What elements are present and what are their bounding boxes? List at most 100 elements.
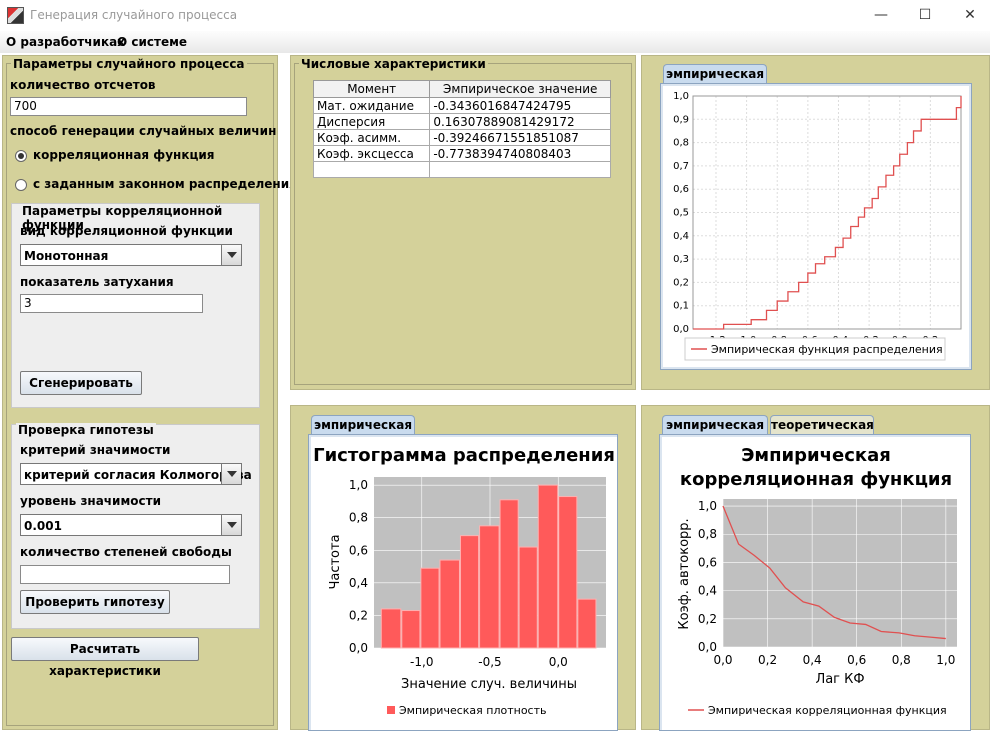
level-select[interactable]: 0.001 [20, 514, 242, 536]
y-tick-label: 0,4 [673, 231, 689, 242]
y-axis-label: Частота [328, 534, 343, 589]
y-tick-label: 0,6 [349, 543, 368, 557]
title-bar: Генерация случайного процесса — ☐ ✕ [0, 0, 990, 31]
table-cell [312, 161, 431, 178]
table-row[interactable]: Дисперсия 0.16307889081429172 [312, 113, 611, 130]
tab-empirical[interactable]: эмпирическая [311, 415, 415, 435]
corr-type-select[interactable]: Монотонная [20, 244, 242, 266]
menu-about[interactable]: О системе [117, 35, 188, 49]
table-cell: -0.3436016847424795 [429, 97, 611, 114]
chart-title: Эмпирическая [741, 445, 891, 466]
y-tick-label: 0,6 [698, 555, 717, 569]
y-tick-label: 1,0 [349, 478, 368, 492]
stats-table: Момент Эмпирическое значение Мат. ожидан… [312, 80, 611, 178]
table-row[interactable]: Мат. ожидание -0.3436016847424795 [312, 97, 611, 114]
table-cell: Мат. ожидание [312, 97, 431, 114]
histogram-panel: эмпирическая Гистограмма распределения 0,… [290, 405, 636, 731]
chevron-down-icon[interactable] [221, 245, 241, 265]
histogram-tab-body: Гистограмма распределения 0,0 0,2 0,4 0,6 0,8… [308, 434, 618, 731]
legend-label: Эмпирическая функция распределения [711, 343, 943, 356]
y-tick-label: 0,6 [673, 184, 689, 195]
y-tick-label: 0,4 [698, 584, 717, 598]
chevron-down-icon[interactable] [221, 464, 241, 484]
y-tick-label: 0,2 [673, 277, 689, 288]
tab-empirical[interactable]: эмпирическая [662, 415, 768, 435]
histogram-bar [558, 496, 578, 649]
acf-chart-area: Эмпирическая корреляционная функция 0,0 0,2… [662, 437, 970, 730]
histogram-bar [577, 598, 597, 649]
x-axis-label: Лаг КФ [815, 672, 864, 687]
histogram-bar [439, 559, 460, 649]
table-row[interactable]: Коэф. эксцесса -0.7738394740808403 [312, 145, 611, 162]
table-header[interactable]: Момент [312, 80, 431, 98]
y-tick-label: 0,7 [673, 161, 689, 172]
y-tick-label: 0,8 [673, 138, 689, 149]
menu-bar: О разработчиках О системе [0, 31, 990, 53]
check-hypothesis-button[interactable]: Проверить гипотезу [20, 590, 170, 614]
table-cell: Коэф. эксцесса [312, 145, 431, 162]
chevron-down-icon[interactable] [221, 515, 241, 535]
count-field[interactable]: 700 [10, 97, 247, 116]
criterion-select[interactable]: критерий согласия Колмогорова [20, 463, 252, 485]
generate-button[interactable]: Сгенерировать [20, 371, 142, 395]
stats-panel: Числовые характеристики Момент Эмпиричес… [290, 55, 636, 390]
minimize-button[interactable]: — [874, 7, 888, 23]
menu-developers[interactable]: О разработчиках [6, 35, 125, 49]
radio-correlation[interactable] [15, 150, 27, 162]
legend [684, 337, 946, 361]
histogram-bar [401, 610, 421, 649]
cdf-chart-area: -1,2-1,0-0,8-0,6-0,4-0,20,00,20,00,10,20… [663, 86, 969, 367]
dof-label: количество степеней свободы [20, 545, 232, 559]
y-axis-label: Коэф. автокорр. [677, 518, 692, 629]
histogram-chart-area: Гистограмма распределения 0,0 0,2 0,4 0,6 0,8… [311, 437, 617, 730]
table-row[interactable]: Коэф. асимм. -0.39246671551851087 [312, 129, 611, 146]
y-tick-label: 0,0 [698, 640, 717, 654]
histogram-bar [518, 546, 538, 649]
y-tick-label: 1,0 [673, 91, 689, 102]
params-group: Параметры случайного процесса [6, 57, 274, 726]
y-tick-label: 0,2 [698, 612, 717, 626]
calc-characteristics-button[interactable]: Расчитать характеристики [11, 637, 199, 678]
hypothesis-group: Проверка гипотезы критерий значимости кр… [11, 423, 260, 629]
left-panel: Параметры случайного процесса количество… [2, 55, 297, 730]
decay-label: показатель затухания [20, 275, 174, 289]
close-button[interactable]: ✕ [964, 7, 976, 23]
y-tick-label: 0,9 [673, 114, 689, 125]
radio-correlation-label[interactable]: корреляционная функция [33, 148, 215, 162]
radio-distribution-label[interactable]: с заданным законном распределения [33, 177, 297, 191]
histogram-bar [420, 567, 440, 649]
x-tick-label: 0,4 [803, 653, 822, 667]
tab-empirical[interactable]: эмпирическая [663, 64, 767, 84]
y-tick-label: 0,1 [673, 301, 689, 312]
stats-group: Числовые характеристики [294, 57, 632, 385]
criterion-label: критерий значимости [20, 443, 171, 457]
table-row[interactable] [312, 161, 611, 178]
table-cell: Коэф. асимм. [312, 129, 431, 146]
table-cell [429, 161, 611, 178]
histogram-bar [537, 484, 559, 649]
x-tick-label: 1,0 [936, 653, 955, 667]
table-cell: Дисперсия [312, 113, 431, 130]
x-tick-label: -1,0 [410, 655, 433, 669]
table-cell: 0.16307889081429172 [429, 113, 611, 130]
decay-field[interactable]: 3 [20, 294, 203, 313]
stats-title: Числовые характеристики [299, 57, 488, 71]
chart-title: корреляционная функция [680, 469, 952, 490]
dof-field[interactable] [20, 565, 230, 584]
params-group-title: Параметры случайного процесса [11, 57, 247, 71]
corr-type-value: Монотонная [24, 249, 109, 263]
cdf-chart: -1,2-1,0-0,8-0,6-0,4-0,20,00,20,00,10,20… [673, 91, 962, 361]
radio-distribution[interactable] [15, 179, 27, 191]
x-tick-label: 0,0 [713, 653, 732, 667]
table-header[interactable]: Эмпирическое значение [429, 80, 611, 98]
maximize-button[interactable]: ☐ [918, 7, 932, 23]
legend-label: Эмпирическая корреляционная функция [708, 704, 947, 717]
cdf-panel: эмпирическая -1,2-1,0-0,8-0,6-0,4-0,20,0… [641, 55, 990, 390]
acf-panel: эмпирическая теоретическая Эмпирическая к… [641, 405, 990, 731]
tab-theoretical[interactable]: теоретическая [770, 415, 874, 435]
y-tick-label: 0,4 [349, 576, 368, 590]
plot-border [692, 95, 962, 330]
x-tick-label: -0,5 [478, 655, 501, 669]
y-tick-label: 0,0 [673, 324, 689, 335]
table-cell: -0.39246671551851087 [429, 129, 611, 146]
